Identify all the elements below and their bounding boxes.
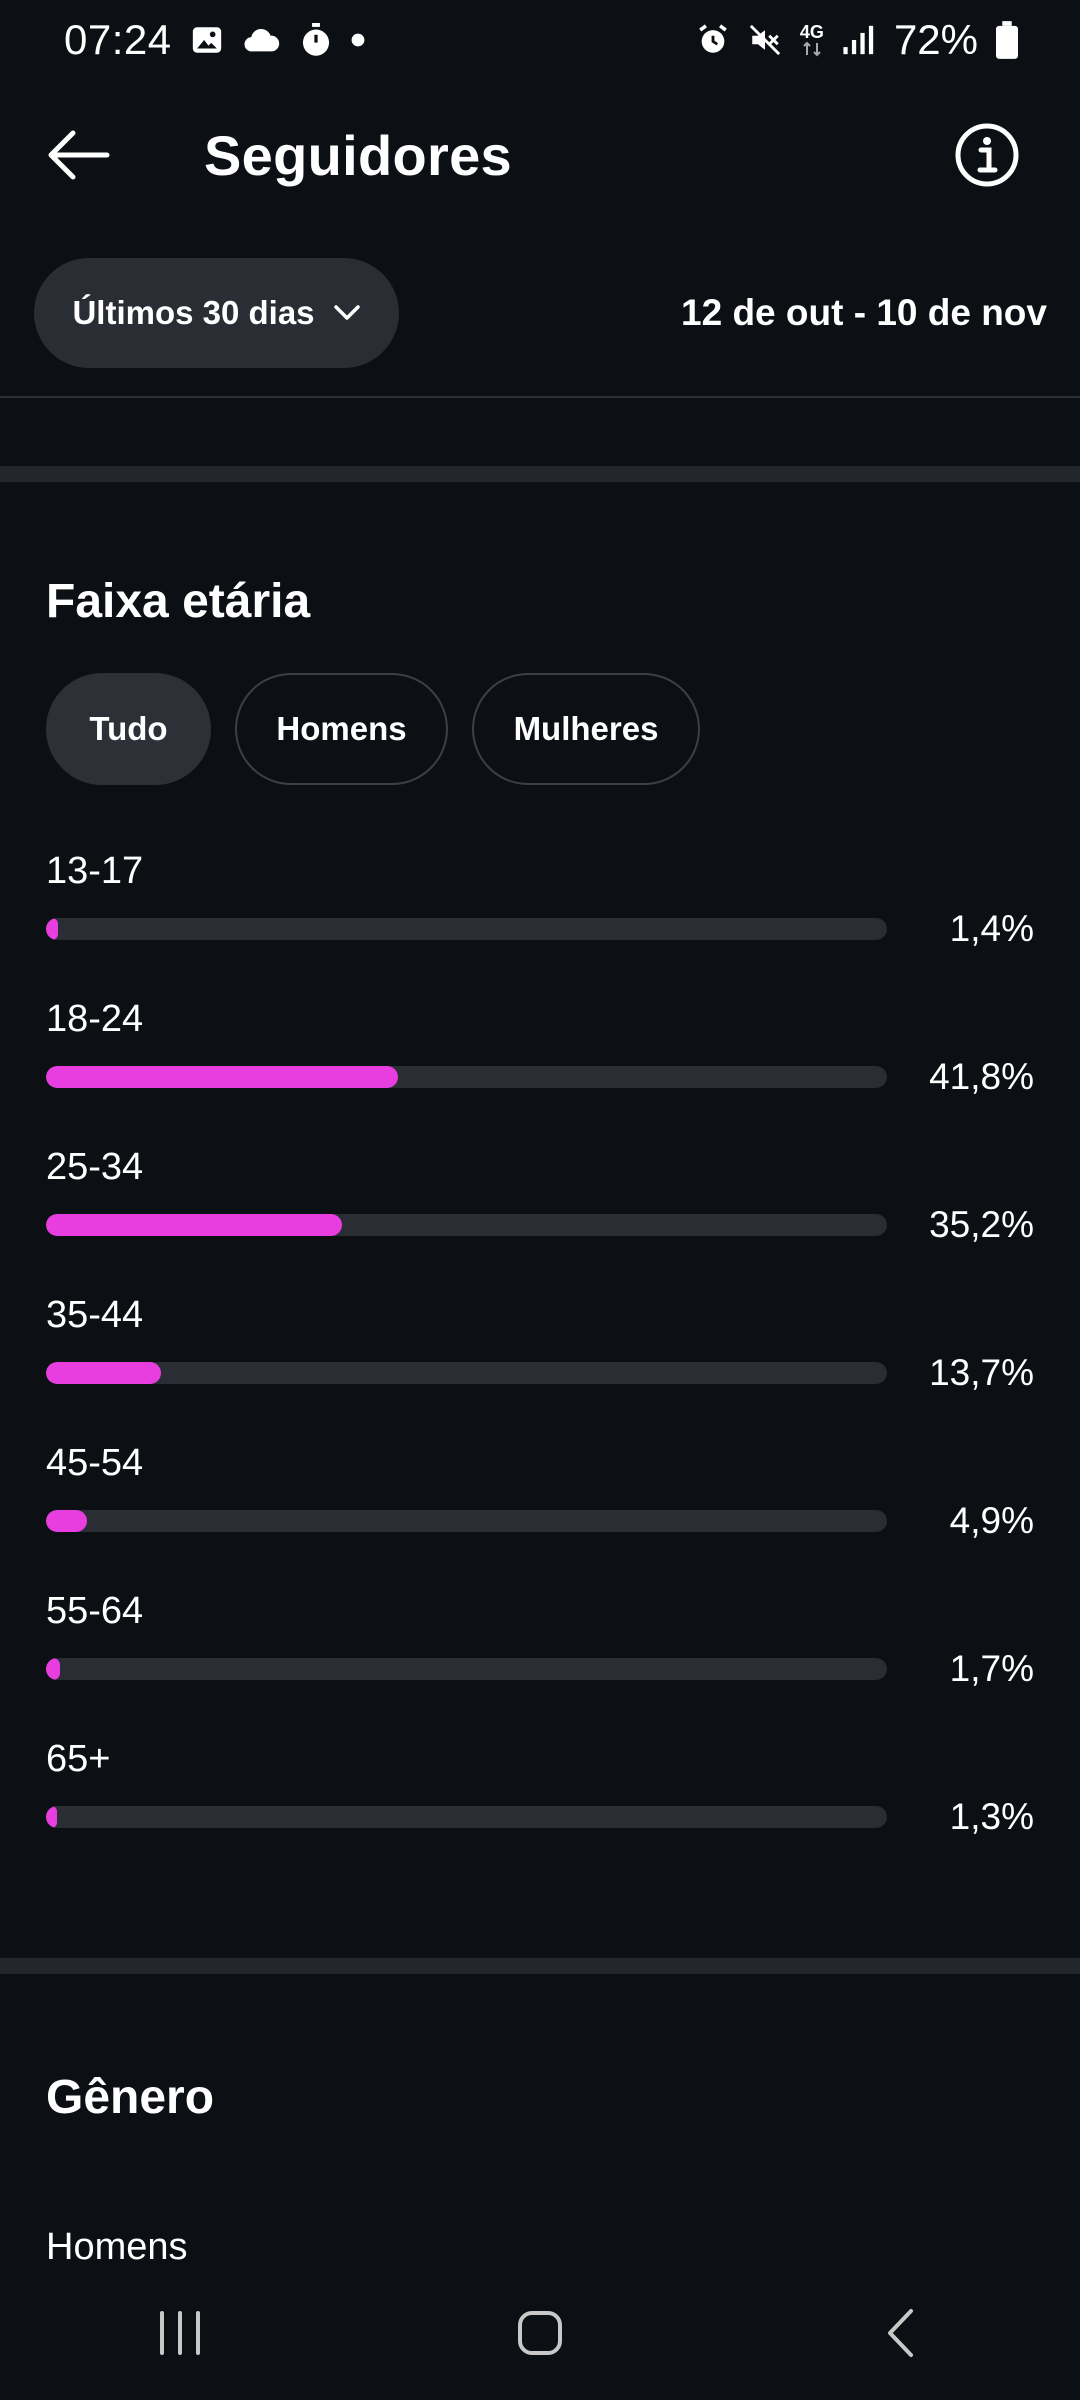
back-button[interactable]: [38, 118, 118, 192]
mute-icon: [748, 23, 782, 57]
chevron-left-icon: [888, 2308, 913, 2357]
cloud-icon: [242, 25, 282, 55]
period-dropdown[interactable]: Últimos 30 dias: [34, 258, 399, 368]
age-range-label: 25-34: [46, 1146, 144, 1188]
age-row: 55-64 1,7%: [0, 1570, 1080, 1718]
date-range: 12 de out - 10 de nov: [681, 292, 1047, 333]
status-bar: 07:24 4G 72%: [0, 0, 1080, 80]
app-header: Seguidores: [0, 100, 1080, 210]
age-bar-track: [46, 1214, 887, 1236]
signal-icon: [842, 24, 876, 56]
age-bar-fill: [46, 1066, 398, 1088]
age-bar-track: [46, 918, 887, 940]
status-right: 4G 72%: [696, 16, 1018, 64]
age-row: 65+ 1,3%: [0, 1718, 1080, 1866]
age-range-label: 18-24: [46, 998, 144, 1040]
age-row: 45-54 4,9%: [0, 1422, 1080, 1570]
age-section-title: Faixa etária: [46, 575, 311, 628]
status-time: 07:24: [64, 16, 172, 63]
age-percentage: 1,3%: [949, 1796, 1034, 1837]
gender-filter-chips: Tudo Homens Mulheres: [46, 673, 700, 785]
age-bar-fill: [46, 918, 58, 940]
info-icon: [955, 123, 1019, 187]
age-percentage: 1,7%: [949, 1648, 1034, 1689]
age-bar-track: [46, 1066, 887, 1088]
age-range-label: 45-54: [46, 1442, 144, 1484]
age-bar-track: [46, 1658, 887, 1680]
age-distribution-list: 13-17 1,4% 18-24 41,8% 25-34 35,2% 35-44…: [0, 830, 1080, 1866]
age-percentage: 4,9%: [949, 1500, 1034, 1541]
network-type-label: 4G: [799, 22, 824, 42]
system-back-button[interactable]: [840, 2288, 960, 2378]
section-divider: [0, 1958, 1080, 1974]
stopwatch-icon: [300, 23, 332, 57]
age-row: 18-24 41,8%: [0, 978, 1080, 1126]
period-label: Últimos 30 dias: [72, 294, 315, 331]
age-bar-track: [46, 1806, 887, 1828]
age-bar-fill: [46, 1806, 57, 1828]
chip-men[interactable]: Homens: [235, 673, 448, 785]
chevron-down-icon: [333, 305, 360, 320]
gender-section-title: Gênero: [46, 2071, 215, 2124]
image-icon: [190, 23, 224, 57]
age-row: 25-34 35,2%: [0, 1126, 1080, 1274]
gender-row-label: Homens: [46, 2226, 188, 2266]
arrow-left-icon: [48, 130, 110, 180]
battery-percentage: 72%: [893, 16, 978, 63]
home-icon: [518, 2310, 562, 2355]
age-range-label: 35-44: [46, 1294, 144, 1336]
age-bar-track: [46, 1510, 887, 1532]
alarm-icon: [696, 23, 730, 57]
battery-icon: [996, 21, 1018, 59]
recent-apps-button[interactable]: [120, 2288, 240, 2378]
age-row: 13-17 1,4%: [0, 830, 1080, 978]
dot-icon: [350, 32, 366, 48]
age-range-label: 55-64: [46, 1590, 144, 1632]
age-percentage: 35,2%: [929, 1204, 1034, 1245]
recent-apps-icon: [160, 2310, 200, 2355]
divider: [0, 396, 1080, 398]
age-range-label: 13-17: [46, 850, 144, 892]
section-divider: [0, 466, 1080, 482]
age-percentage: 1,4%: [949, 908, 1034, 949]
age-bar-track: [46, 1362, 887, 1384]
age-bar-fill: [46, 1214, 343, 1236]
system-navigation-bar: [0, 2265, 1080, 2400]
network-4g-icon: 4G: [800, 23, 824, 57]
home-button[interactable]: [480, 2288, 600, 2378]
page-title: Seguidores: [204, 123, 512, 187]
age-bar-fill: [46, 1510, 88, 1532]
age-range-label: 65+: [46, 1738, 111, 1780]
status-left: 07:24: [64, 16, 366, 64]
age-bar-fill: [46, 1362, 162, 1384]
age-row: 35-44 13,7%: [0, 1274, 1080, 1422]
chip-all[interactable]: Tudo: [46, 673, 211, 785]
age-bar-fill: [46, 1658, 61, 1680]
chip-women[interactable]: Mulheres: [472, 673, 700, 785]
age-percentage: 41,8%: [929, 1056, 1034, 1097]
age-percentage: 13,7%: [929, 1352, 1034, 1393]
info-button[interactable]: [946, 114, 1028, 196]
